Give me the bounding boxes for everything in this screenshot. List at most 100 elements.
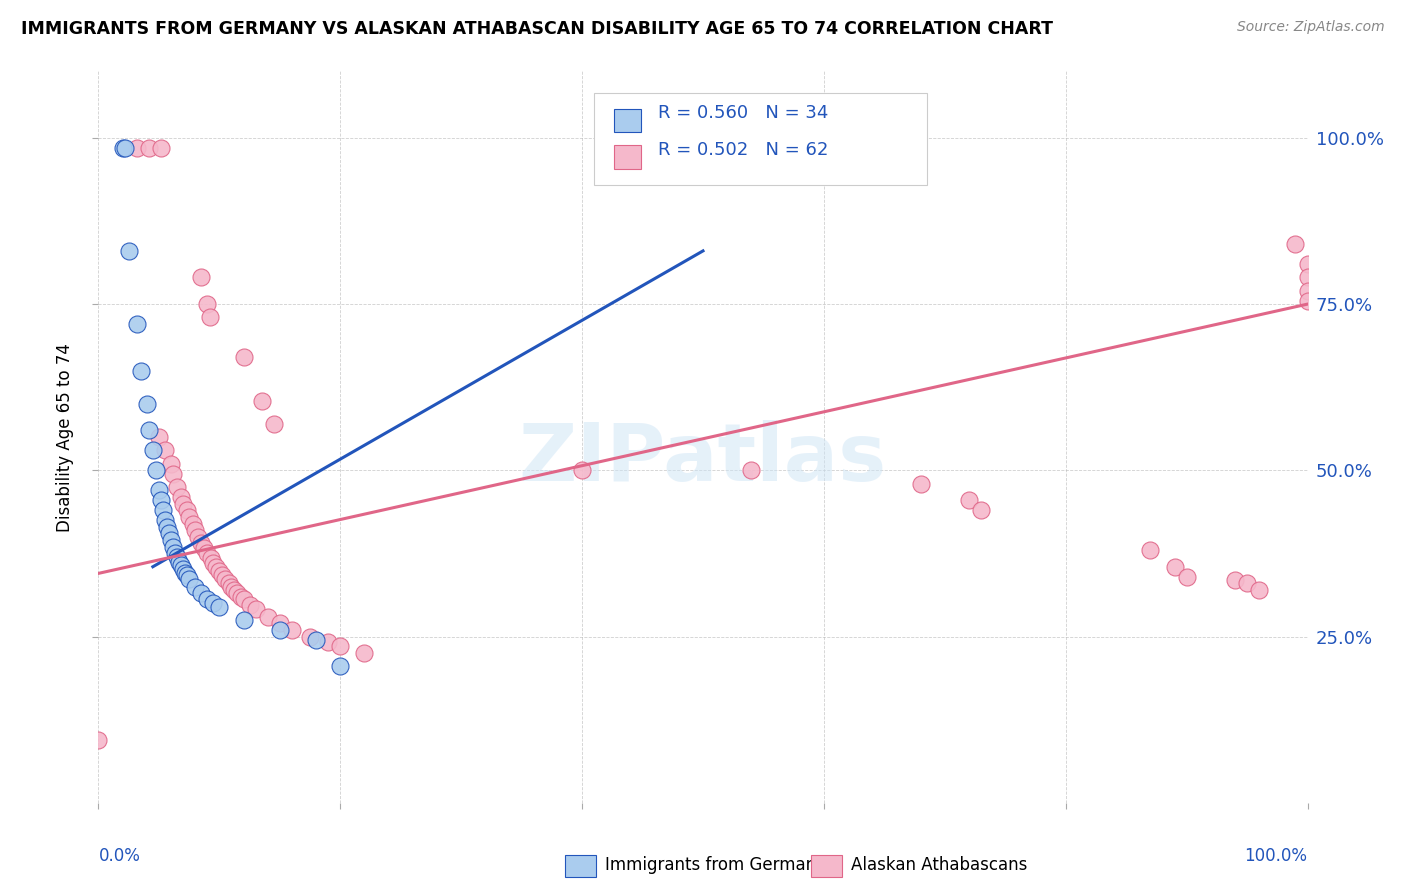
Point: [157, 526, 180, 541]
Point: [150, 493, 173, 508]
Point: [299, 630, 322, 644]
Point: [198, 310, 221, 325]
Point: [910, 476, 932, 491]
FancyBboxPatch shape: [613, 109, 641, 132]
Point: [970, 503, 993, 517]
Point: [152, 503, 174, 517]
Point: [218, 576, 240, 591]
Point: [1284, 237, 1306, 252]
Point: [1296, 284, 1319, 298]
Point: [957, 493, 980, 508]
Point: [281, 623, 304, 637]
Point: [269, 623, 291, 637]
Point: [190, 536, 212, 550]
Point: [222, 582, 245, 597]
Point: [1296, 293, 1319, 308]
Point: [153, 513, 176, 527]
Point: [142, 443, 165, 458]
Point: [214, 573, 236, 587]
Point: [129, 363, 152, 377]
Point: [232, 351, 254, 365]
Point: [187, 530, 209, 544]
Point: [176, 503, 198, 517]
Point: [316, 635, 339, 649]
Point: [1139, 543, 1161, 558]
Point: [208, 600, 231, 615]
Point: [148, 430, 170, 444]
Point: [148, 483, 170, 498]
Point: [740, 463, 762, 477]
Point: [118, 244, 141, 258]
Point: [150, 141, 173, 155]
Point: [1296, 257, 1319, 271]
Text: Alaskan Athabascans: Alaskan Athabascans: [851, 856, 1026, 874]
Point: [353, 646, 375, 660]
Point: [200, 551, 222, 566]
Text: Immigrants from Germany: Immigrants from Germany: [605, 856, 825, 874]
Point: [160, 457, 183, 471]
Point: [195, 591, 218, 606]
Point: [138, 424, 160, 438]
Point: [162, 540, 184, 554]
Point: [153, 443, 176, 458]
Point: [111, 141, 134, 155]
Point: [138, 141, 160, 155]
Point: [156, 520, 179, 534]
Point: [1223, 573, 1246, 587]
Point: [135, 397, 157, 411]
Point: [169, 555, 191, 569]
Point: [232, 613, 254, 627]
Point: [166, 480, 188, 494]
Point: [329, 639, 352, 653]
Point: [172, 497, 194, 511]
Point: [263, 417, 285, 431]
Text: R = 0.560   N = 34: R = 0.560 N = 34: [658, 104, 828, 122]
Point: [190, 270, 212, 285]
Point: [184, 523, 207, 537]
Point: [193, 541, 215, 555]
Point: [127, 317, 149, 331]
FancyBboxPatch shape: [613, 145, 641, 169]
Text: Source: ZipAtlas.com: Source: ZipAtlas.com: [1237, 20, 1385, 34]
Point: [269, 616, 291, 631]
Point: [245, 602, 267, 616]
Point: [204, 559, 226, 574]
Point: [176, 568, 198, 582]
Point: [190, 586, 212, 600]
Point: [239, 598, 262, 612]
Point: [169, 490, 191, 504]
Point: [1175, 570, 1198, 584]
Point: [184, 580, 207, 594]
Point: [166, 549, 188, 564]
Point: [211, 568, 233, 582]
Point: [208, 565, 231, 579]
Point: [329, 659, 352, 673]
Text: IMMIGRANTS FROM GERMANY VS ALASKAN ATHABASCAN DISABILITY AGE 65 TO 74 CORRELATIO: IMMIGRANTS FROM GERMANY VS ALASKAN ATHAB…: [21, 20, 1053, 37]
Point: [160, 533, 183, 548]
Point: [169, 558, 191, 573]
Point: [256, 609, 278, 624]
Y-axis label: Disability Age 65 to 74: Disability Age 65 to 74: [56, 343, 75, 532]
Point: [195, 546, 218, 560]
Point: [114, 141, 136, 155]
Point: [226, 586, 249, 600]
Point: [229, 590, 252, 604]
Point: [571, 463, 593, 477]
Point: [172, 562, 194, 576]
Point: [232, 592, 254, 607]
Point: [1163, 559, 1185, 574]
Point: [250, 393, 273, 408]
Point: [127, 141, 149, 155]
Text: R = 0.502   N = 62: R = 0.502 N = 62: [658, 141, 828, 159]
Point: [305, 632, 328, 647]
Point: [181, 516, 204, 531]
Point: [202, 557, 225, 571]
Point: [163, 546, 186, 560]
Point: [202, 596, 225, 610]
FancyBboxPatch shape: [595, 94, 927, 185]
Text: 100.0%: 100.0%: [1244, 847, 1308, 864]
Point: [179, 509, 201, 524]
Point: [174, 566, 197, 580]
Text: 0.0%: 0.0%: [98, 847, 141, 864]
Point: [1249, 582, 1271, 597]
